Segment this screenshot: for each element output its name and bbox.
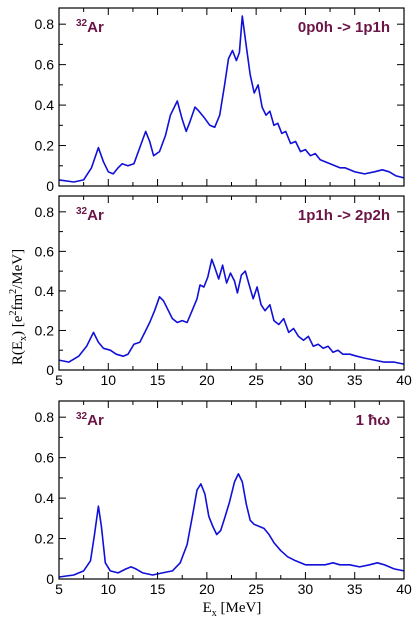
x-tick-label: 40 <box>396 581 412 597</box>
x-tick-label: 35 <box>347 581 363 597</box>
y-axis-title-sup2: 2 <box>8 289 19 294</box>
plot-frame <box>58 400 405 580</box>
series-line <box>58 258 405 365</box>
x-axis-title: Ex [MeV] <box>203 600 262 619</box>
y-tick-label: 0.2 <box>35 138 55 154</box>
panel-3: 5 10 15 20 25 30 35 40 0 0.2 0.4 0.6 0.8 32Ar 1 ħω <box>35 400 412 597</box>
x-tick-label: 40 <box>396 372 412 388</box>
panel-2: 5 10 15 20 25 30 35 40 0 0.2 0.4 0.6 0.8 32Ar 1p1h -> … <box>35 195 412 388</box>
y-tick-label: 0.8 <box>35 16 55 32</box>
y-tick-label: 0 <box>46 362 54 378</box>
series-line <box>58 15 405 183</box>
y-axis-title-mid1: ) [e <box>10 315 26 336</box>
panel-transition-label: 1p1h -> 2p2h <box>298 207 390 224</box>
y-axis-title-suffix: /MeV] <box>10 249 26 289</box>
y-tick-label: 0.8 <box>35 204 55 220</box>
y-axis-title-prefix: R(E <box>10 341 26 365</box>
x-tick-label: 30 <box>298 581 314 597</box>
y-axis-title-mid2: fm <box>10 294 26 311</box>
x-tick-label: 25 <box>248 372 264 388</box>
panel-transition-label: 1 ħω <box>356 412 391 429</box>
y-axis-title-sub: x <box>18 336 29 341</box>
nucleus-mass: 32 <box>76 18 88 29</box>
x-tick-label: 35 <box>347 372 363 388</box>
x-tick-label: 5 <box>55 372 63 388</box>
nucleus-symbol: Ar <box>87 19 104 36</box>
y-tick-label: 0 <box>46 571 54 587</box>
x-tick-label: 20 <box>199 372 215 388</box>
nucleus-label: 32Ar <box>76 206 104 224</box>
y-tick-label: 0.6 <box>35 450 55 466</box>
y-axis-title: R(Ex) [e2fm2/MeV] <box>8 249 29 365</box>
series-line <box>58 473 405 578</box>
y-tick-label: 0.8 <box>35 409 55 425</box>
nucleus-label: 32Ar <box>76 18 104 36</box>
y-tick-label: 0.2 <box>35 531 55 547</box>
nucleus-symbol: Ar <box>87 207 104 224</box>
y-tick-label: 0.6 <box>35 57 55 73</box>
x-tick-label: 15 <box>150 581 166 597</box>
y-tick-label: 0.4 <box>35 490 55 506</box>
nucleus-mass: 32 <box>76 206 88 217</box>
panel-transition-label: 0p0h -> 1p1h <box>298 19 390 36</box>
panel-1: 0 0.2 0.4 0.6 0.8 32Ar 0p0h -> 1p1h <box>35 7 405 194</box>
nucleus-symbol: Ar <box>87 412 104 429</box>
y-tick-label: 0.4 <box>35 283 55 299</box>
x-tick-label: 10 <box>100 581 116 597</box>
x-axis-title-sub: x <box>212 608 217 619</box>
y-tick-label: 0.6 <box>35 243 55 259</box>
nucleus-label: 32Ar <box>76 411 104 429</box>
x-tick-label: 30 <box>298 372 314 388</box>
x-axis-title-suffix: [MeV] <box>217 600 262 616</box>
x-tick-label: 10 <box>100 372 116 388</box>
x-tick-label: 20 <box>199 581 215 597</box>
x-tick-label: 5 <box>55 581 63 597</box>
nucleus-mass: 32 <box>76 411 88 422</box>
y-axis-title-sup1: 2 <box>8 311 19 316</box>
y-tick-label: 0.2 <box>35 322 55 338</box>
x-tick-label: 15 <box>150 372 166 388</box>
x-axis-title-main: E <box>203 600 212 616</box>
y-tick-label: 0.4 <box>35 97 55 113</box>
y-tick-label: 0 <box>46 178 54 194</box>
x-tick-label: 25 <box>248 581 264 597</box>
